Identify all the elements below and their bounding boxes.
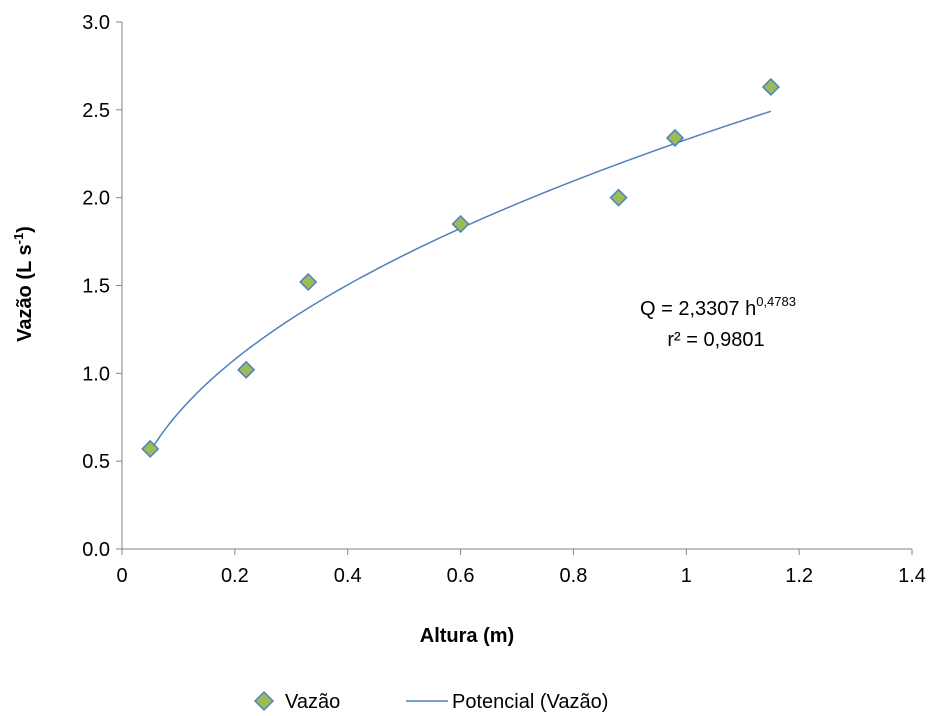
legend-label-potencial: Potencial (Vazão) bbox=[452, 691, 608, 713]
y-tick-label: 0.0 bbox=[82, 539, 110, 561]
x-tick-label: 0.8 bbox=[560, 565, 588, 587]
y-axis-title-superscript: -1 bbox=[11, 233, 26, 245]
data-points bbox=[141, 77, 780, 458]
data-point-vazao bbox=[299, 272, 318, 292]
x-tick-label: 0 bbox=[116, 565, 127, 587]
equation-base: Q = 2,3307 h bbox=[640, 298, 756, 320]
y-axis-title-main: Vazão (L s bbox=[14, 244, 36, 341]
legend-item-vazao: Vazão bbox=[253, 690, 340, 713]
x-tick-label: 1 bbox=[681, 565, 692, 587]
equation-exponent: 0,4783 bbox=[756, 294, 796, 309]
x-tick-label: 1.4 bbox=[898, 565, 926, 587]
y-ticks: 0.0 0.5 1.0 1.5 2.0 2.5 3.0 bbox=[82, 12, 122, 561]
legend-item-potencial: Potencial (Vazão) bbox=[406, 691, 608, 713]
data-point-vazao bbox=[141, 439, 160, 458]
y-tick-label: 0.5 bbox=[82, 451, 110, 473]
equation-label: Q = 2,3307 h0,4783 bbox=[640, 294, 796, 320]
y-tick-label: 2.5 bbox=[82, 100, 110, 122]
y-axis-title: Vazão (L s-1) bbox=[11, 226, 36, 342]
y-tick-label: 1.0 bbox=[82, 363, 110, 385]
legend-label-vazao: Vazão bbox=[285, 691, 340, 713]
x-axis-title: Altura (m) bbox=[420, 625, 514, 647]
x-ticks: 0 0.2 0.4 0.6 0.8 1 1.2 1.4 bbox=[116, 549, 926, 587]
trendline-potencial bbox=[149, 110, 772, 452]
r-squared-label: r² = 0,9801 bbox=[667, 329, 764, 351]
data-point-vazao bbox=[451, 214, 470, 234]
legend-marker-diamond-icon bbox=[253, 690, 275, 712]
data-point-vazao bbox=[761, 77, 780, 97]
x-tick-label: 0.2 bbox=[221, 565, 249, 587]
data-point-vazao bbox=[609, 188, 628, 207]
axes bbox=[121, 22, 912, 550]
legend: Vazão Potencial (Vazão) bbox=[253, 690, 608, 713]
y-axis-title-close: ) bbox=[14, 226, 36, 233]
y-tick-label: 2.0 bbox=[82, 188, 110, 210]
x-tick-label: 0.4 bbox=[334, 565, 362, 587]
x-tick-label: 0.6 bbox=[447, 565, 475, 587]
data-point-vazao bbox=[237, 360, 256, 379]
data-point-vazao bbox=[665, 128, 685, 148]
y-tick-label: 3.0 bbox=[82, 12, 110, 34]
y-tick-label: 1.5 bbox=[82, 276, 110, 298]
x-tick-label: 1.2 bbox=[785, 565, 813, 587]
